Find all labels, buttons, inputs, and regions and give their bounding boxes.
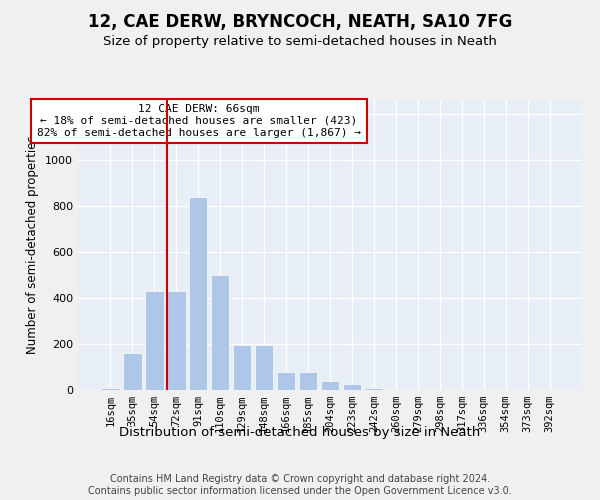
Bar bbox=[255, 345, 274, 390]
Text: Distribution of semi-detached houses by size in Neath: Distribution of semi-detached houses by … bbox=[119, 426, 481, 439]
Bar bbox=[233, 345, 251, 390]
Text: Size of property relative to semi-detached houses in Neath: Size of property relative to semi-detach… bbox=[103, 35, 497, 48]
Text: 12 CAE DERW: 66sqm
← 18% of semi-detached houses are smaller (423)
82% of semi-d: 12 CAE DERW: 66sqm ← 18% of semi-detache… bbox=[37, 104, 361, 138]
Bar bbox=[343, 384, 361, 390]
Text: 12, CAE DERW, BRYNCOCH, NEATH, SA10 7FG: 12, CAE DERW, BRYNCOCH, NEATH, SA10 7FG bbox=[88, 12, 512, 30]
Y-axis label: Number of semi-detached properties: Number of semi-detached properties bbox=[26, 136, 40, 354]
Bar bbox=[145, 291, 164, 390]
Bar bbox=[320, 381, 340, 390]
Bar bbox=[277, 372, 295, 390]
Bar bbox=[365, 388, 383, 390]
Bar bbox=[123, 353, 142, 390]
Bar bbox=[211, 275, 229, 390]
Text: Contains HM Land Registry data © Crown copyright and database right 2024.: Contains HM Land Registry data © Crown c… bbox=[110, 474, 490, 484]
Bar bbox=[299, 372, 317, 390]
Bar bbox=[101, 388, 119, 390]
Text: Contains public sector information licensed under the Open Government Licence v3: Contains public sector information licen… bbox=[88, 486, 512, 496]
Bar bbox=[189, 196, 208, 390]
Bar bbox=[167, 291, 185, 390]
